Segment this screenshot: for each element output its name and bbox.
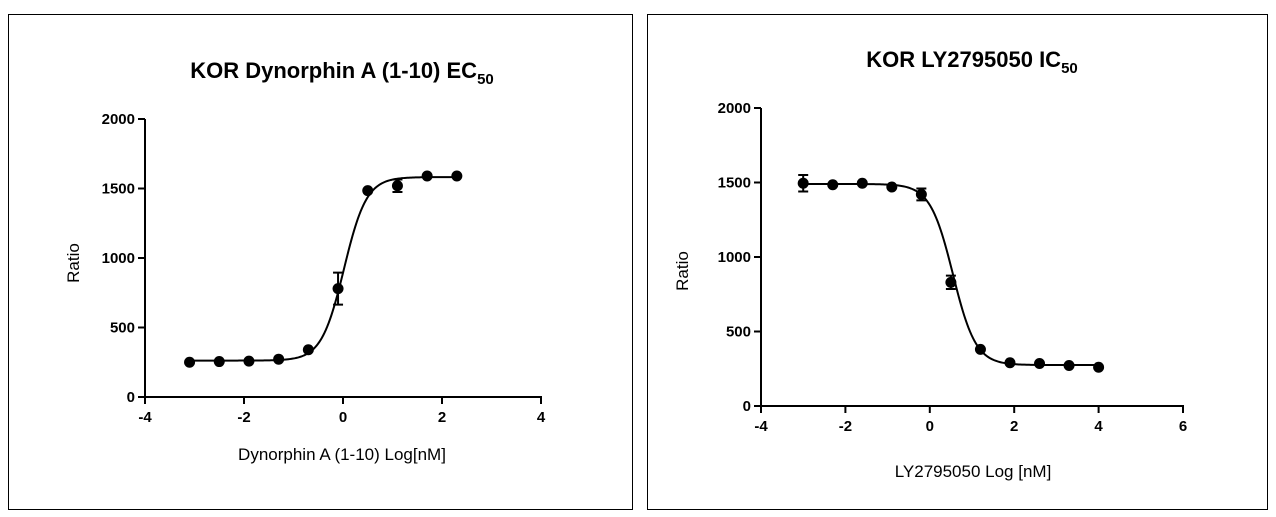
x-tick-label: 4 xyxy=(1094,418,1103,435)
y-tick-label: 0 xyxy=(127,389,135,406)
x-tick-label: 2 xyxy=(438,409,446,426)
x-axis-label: Dynorphin A (1-10) Log[nM] xyxy=(238,445,446,464)
x-tick-label: -2 xyxy=(237,409,250,426)
y-axis-label: Ratio xyxy=(673,251,692,291)
data-point xyxy=(391,180,403,192)
data-point xyxy=(273,353,285,365)
fit-curve xyxy=(803,182,1099,367)
y-tick-label: 2000 xyxy=(102,111,135,128)
data-point xyxy=(421,170,433,182)
y-tick-label: 1000 xyxy=(718,249,751,266)
data-point xyxy=(1093,361,1105,373)
y-tick-label: 500 xyxy=(726,324,751,341)
data-point xyxy=(1004,357,1016,369)
x-tick-label: -2 xyxy=(839,418,852,435)
data-point xyxy=(302,344,314,356)
x-tick-label: 4 xyxy=(537,409,546,426)
data-point xyxy=(1034,358,1046,370)
data-point xyxy=(827,179,839,191)
data-point xyxy=(332,283,344,295)
y-tick-label: 2000 xyxy=(718,100,751,117)
data-point xyxy=(797,177,809,189)
x-tick-label: -4 xyxy=(138,409,152,426)
data-point xyxy=(213,356,225,368)
data-point xyxy=(243,355,255,367)
chart-title: KOR LY2795050 IC50 xyxy=(866,47,1078,77)
chart-ic50: KOR LY2795050 IC50 Ratio LY2795050 Log [… xyxy=(673,47,1187,481)
chart-ec50: KOR Dynorphin A (1-10) EC50 Ratio Dynorp… xyxy=(64,58,546,464)
x-tick-label: -4 xyxy=(754,418,768,435)
data-point xyxy=(362,185,374,197)
fit-curve xyxy=(189,176,457,362)
y-tick-label: 1000 xyxy=(102,250,135,267)
data-point xyxy=(184,356,196,368)
data-point xyxy=(974,343,986,355)
y-tick-label: 500 xyxy=(110,320,135,337)
data-point xyxy=(915,188,927,200)
data-point xyxy=(856,177,868,189)
y-tick-label: 1500 xyxy=(718,175,751,192)
chart-panel-ic50: KOR LY2795050 IC50 Ratio LY2795050 Log [… xyxy=(647,14,1268,510)
chart-title: KOR Dynorphin A (1-10) EC50 xyxy=(190,58,494,88)
x-tick-label: 0 xyxy=(339,409,347,426)
x-tick-label: 0 xyxy=(926,418,934,435)
x-tick-label: 2 xyxy=(1010,418,1018,435)
chart-panel-ec50: KOR Dynorphin A (1-10) EC50 Ratio Dynorp… xyxy=(8,14,633,510)
y-axis-label: Ratio xyxy=(64,243,83,283)
data-point xyxy=(451,170,463,182)
y-tick-label: 1500 xyxy=(102,181,135,198)
data-point xyxy=(1063,359,1075,371)
x-tick-label: 6 xyxy=(1179,418,1187,435)
data-point xyxy=(945,276,957,288)
data-point xyxy=(886,181,898,193)
x-axis-label: LY2795050 Log [nM] xyxy=(895,462,1052,481)
y-tick-label: 0 xyxy=(743,398,751,415)
